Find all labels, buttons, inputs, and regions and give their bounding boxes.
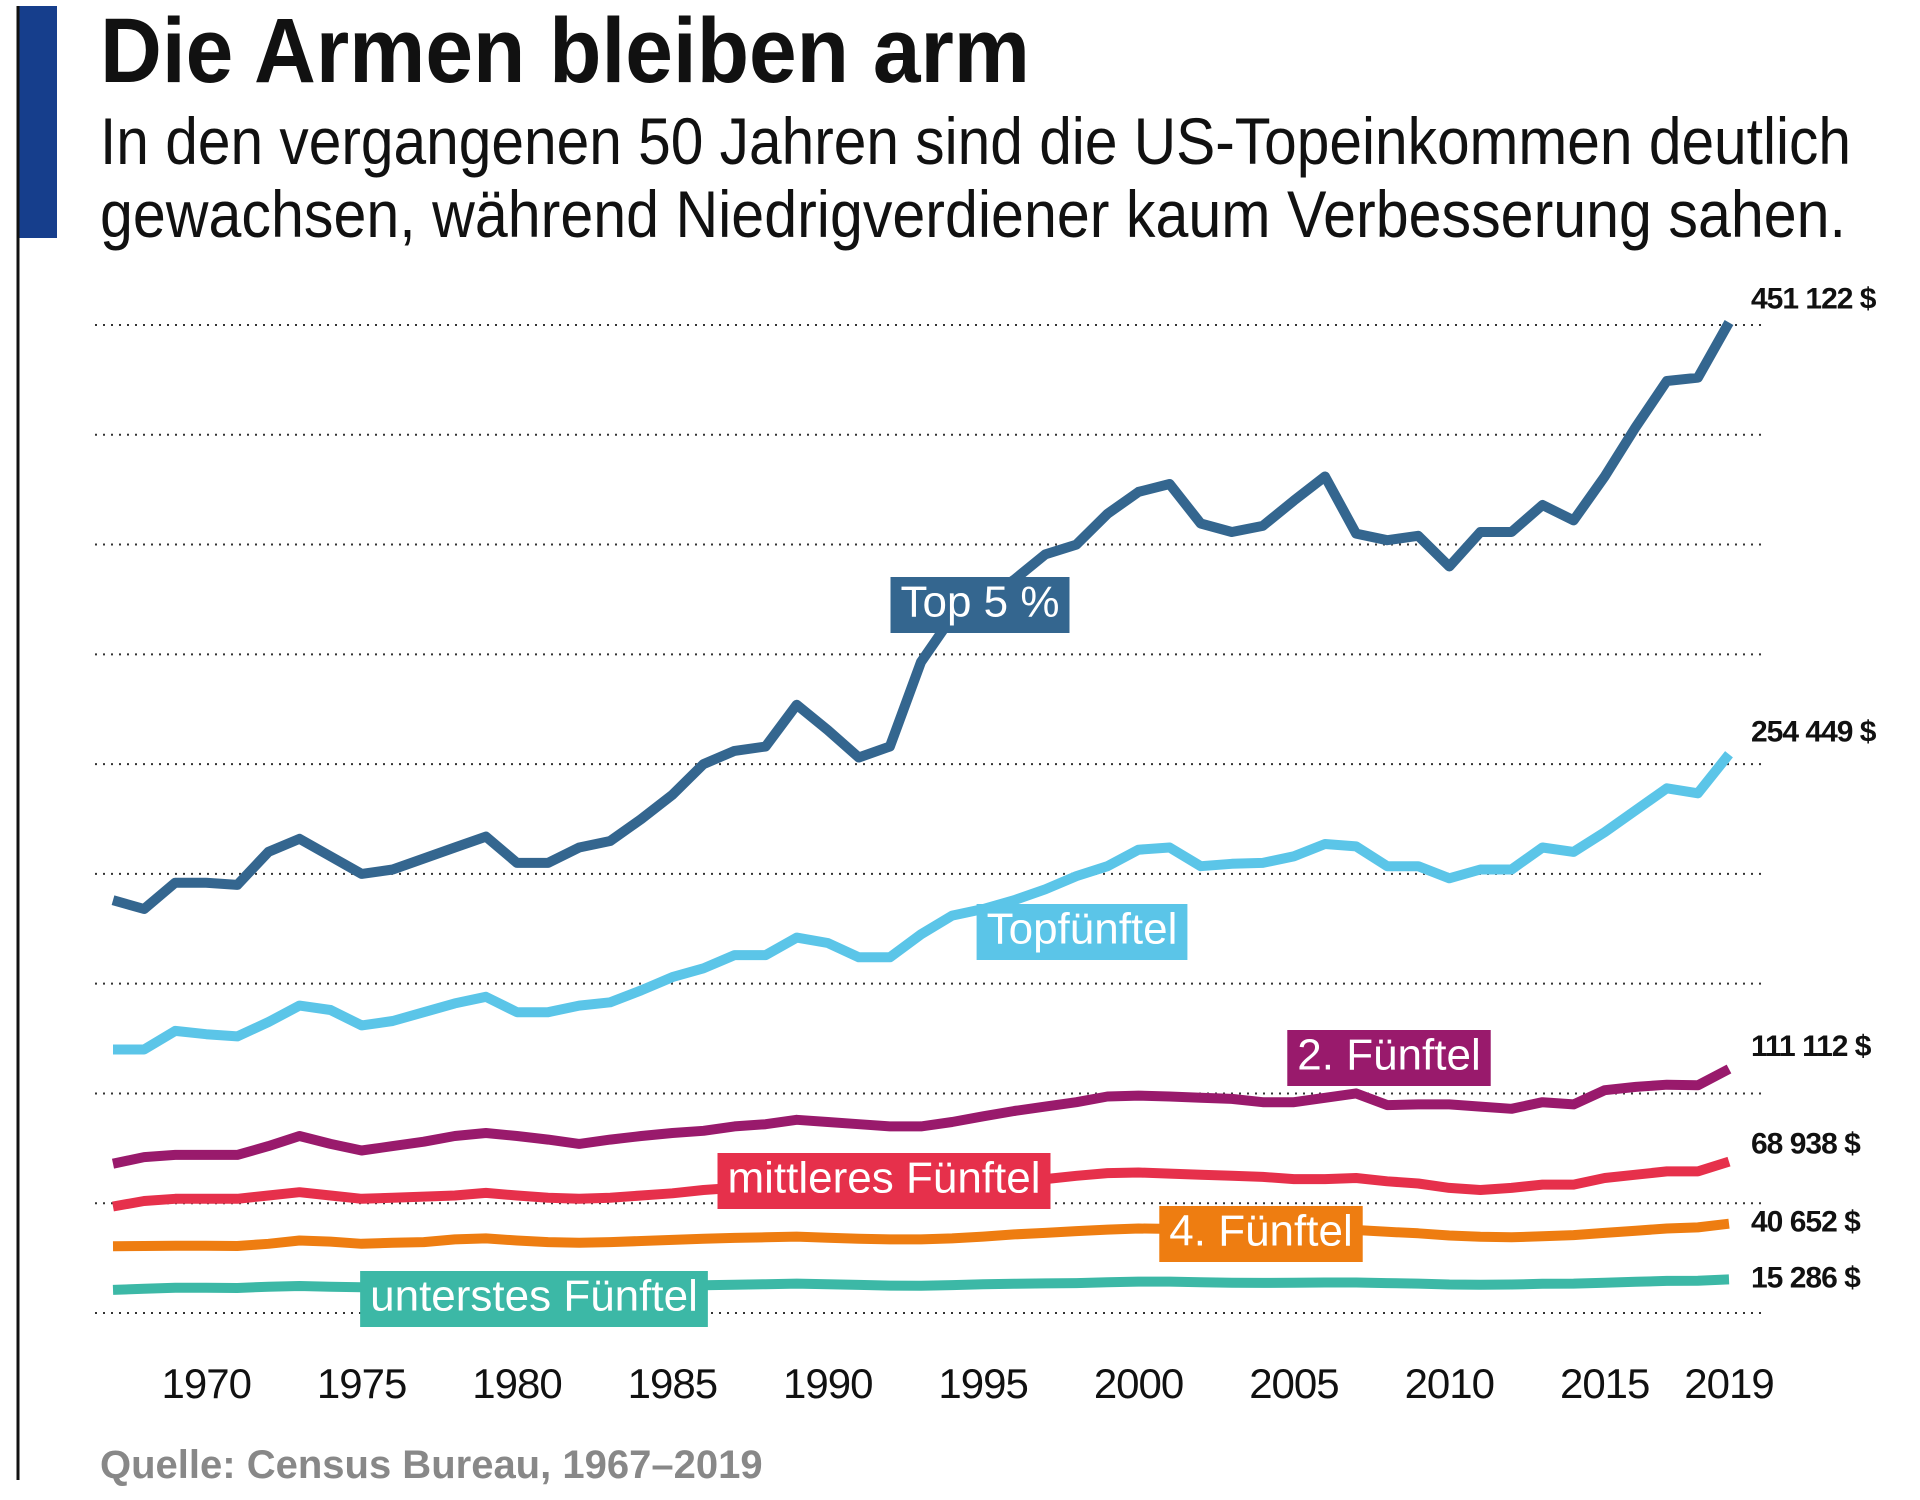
series-line	[112, 1274, 1730, 1295]
legend-label: Top 5 %	[901, 578, 1060, 627]
chart-subtitle: In den vergangenen 50 Jahren sind die US…	[100, 104, 1851, 178]
value-label: 451 122 $	[1751, 282, 1877, 315]
accent-bar	[17, 6, 57, 238]
legend-box	[1159, 1206, 1363, 1262]
series-label: Topfünftel	[976, 904, 1188, 960]
x-tick-label: 2005	[1249, 1360, 1338, 1407]
legend-label: Topfünftel	[987, 905, 1178, 954]
x-tick-label: 2015	[1560, 1360, 1649, 1407]
legend-box	[360, 1271, 708, 1327]
legend-box	[1287, 1030, 1491, 1086]
value-label: 15 286 $	[1751, 1261, 1861, 1294]
legend-box	[976, 904, 1188, 960]
x-tick-label: 1975	[317, 1360, 406, 1407]
series-line	[112, 1218, 1730, 1252]
legend-label: unterstes Fünftel	[370, 1272, 698, 1321]
value-label: 111 112 $	[1751, 1030, 1872, 1063]
x-tick-label: 1995	[938, 1360, 1027, 1407]
legend-box	[717, 1153, 1051, 1209]
series-label: Top 5 %	[890, 577, 1070, 633]
source-note: Quelle: Census Bureau, 1967–2019	[100, 1443, 763, 1487]
x-tick-label: 1985	[628, 1360, 717, 1407]
x-tick-label: 2000	[1094, 1360, 1183, 1407]
chart-title: Die Armen bleiben arm	[100, 0, 1030, 102]
value-label: 68 938 $	[1751, 1128, 1861, 1161]
series-label: 4. Fünftel	[1159, 1206, 1363, 1262]
series-label: unterstes Fünftel	[360, 1271, 708, 1327]
legend-label: 2. Fünftel	[1297, 1031, 1480, 1080]
x-tick-label: 2010	[1405, 1360, 1494, 1407]
x-tick-label: 1980	[472, 1360, 561, 1407]
series-line	[111, 1064, 1732, 1169]
series-line	[111, 320, 1734, 914]
x-tick-label: 2019	[1684, 1360, 1773, 1407]
legend-box	[890, 577, 1070, 633]
series-label: mittleres Fünftel	[717, 1153, 1051, 1209]
series-label: 2. Fünftel	[1287, 1030, 1491, 1086]
legend-label: 4. Fünftel	[1169, 1207, 1352, 1256]
x-tick-label: 1990	[783, 1360, 872, 1407]
legend-label: mittleres Fünftel	[728, 1154, 1041, 1203]
series-line	[113, 751, 1733, 1055]
value-label: 254 449 $	[1751, 715, 1877, 748]
x-tick-label: 1970	[162, 1360, 251, 1407]
value-label: 40 652 $	[1751, 1206, 1861, 1239]
chart-subtitle: gewachsen, während Niedrigverdiener kaum…	[100, 177, 1846, 251]
